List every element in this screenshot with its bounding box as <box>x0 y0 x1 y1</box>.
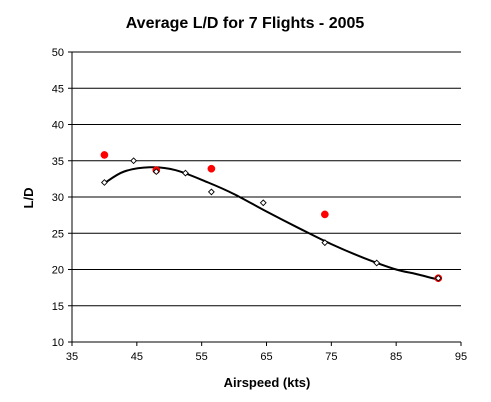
data-point-red <box>100 151 109 159</box>
data-point-diamond <box>130 157 138 165</box>
y-tick-label: 10 <box>52 337 64 349</box>
x-tick-label: 95 <box>455 351 467 363</box>
data-point-red <box>321 210 329 219</box>
y-tick-label: 35 <box>52 156 64 168</box>
data-point-diamond <box>152 168 160 176</box>
data-point-diamond <box>321 239 329 247</box>
gridlines <box>72 51 461 307</box>
y-axis-label: L/D <box>21 188 36 209</box>
data-point-diamond <box>373 259 381 267</box>
data-point-diamond <box>182 169 189 177</box>
data-point-red <box>207 164 216 173</box>
trendline <box>103 166 439 281</box>
y-tick-label: 40 <box>52 120 64 132</box>
y-tick-label: 50 <box>52 47 64 59</box>
x-tick-label: 55 <box>196 351 208 363</box>
axes <box>68 51 462 346</box>
x-tick-label: 65 <box>260 351 272 363</box>
x-axis-label: Airspeed (kts) <box>224 375 311 390</box>
data-point-diamond <box>207 188 215 196</box>
trendline-layer <box>103 166 439 281</box>
y-tick-label: 30 <box>52 192 64 204</box>
data-point-diamond <box>434 274 442 282</box>
x-tick-label: 45 <box>131 351 143 363</box>
x-tick-label: 85 <box>390 351 402 363</box>
y-tick-label: 15 <box>52 301 64 313</box>
x-tick-label: 35 <box>66 351 78 363</box>
tick-labels: 10 15 20 25 30 35 40 45 50 35 45 55 65 75 85 95 <box>52 47 467 363</box>
y-tick-label: 20 <box>52 265 64 277</box>
data-point-diamond <box>259 199 267 207</box>
x-tick-label: 75 <box>325 351 337 363</box>
y-tick-label: 45 <box>52 83 64 95</box>
points-layer <box>100 151 443 283</box>
data-point-diamond <box>100 179 108 186</box>
chart-title: Average L/D for 7 Flights - 2005 <box>126 15 365 32</box>
y-tick-label: 25 <box>52 228 64 240</box>
